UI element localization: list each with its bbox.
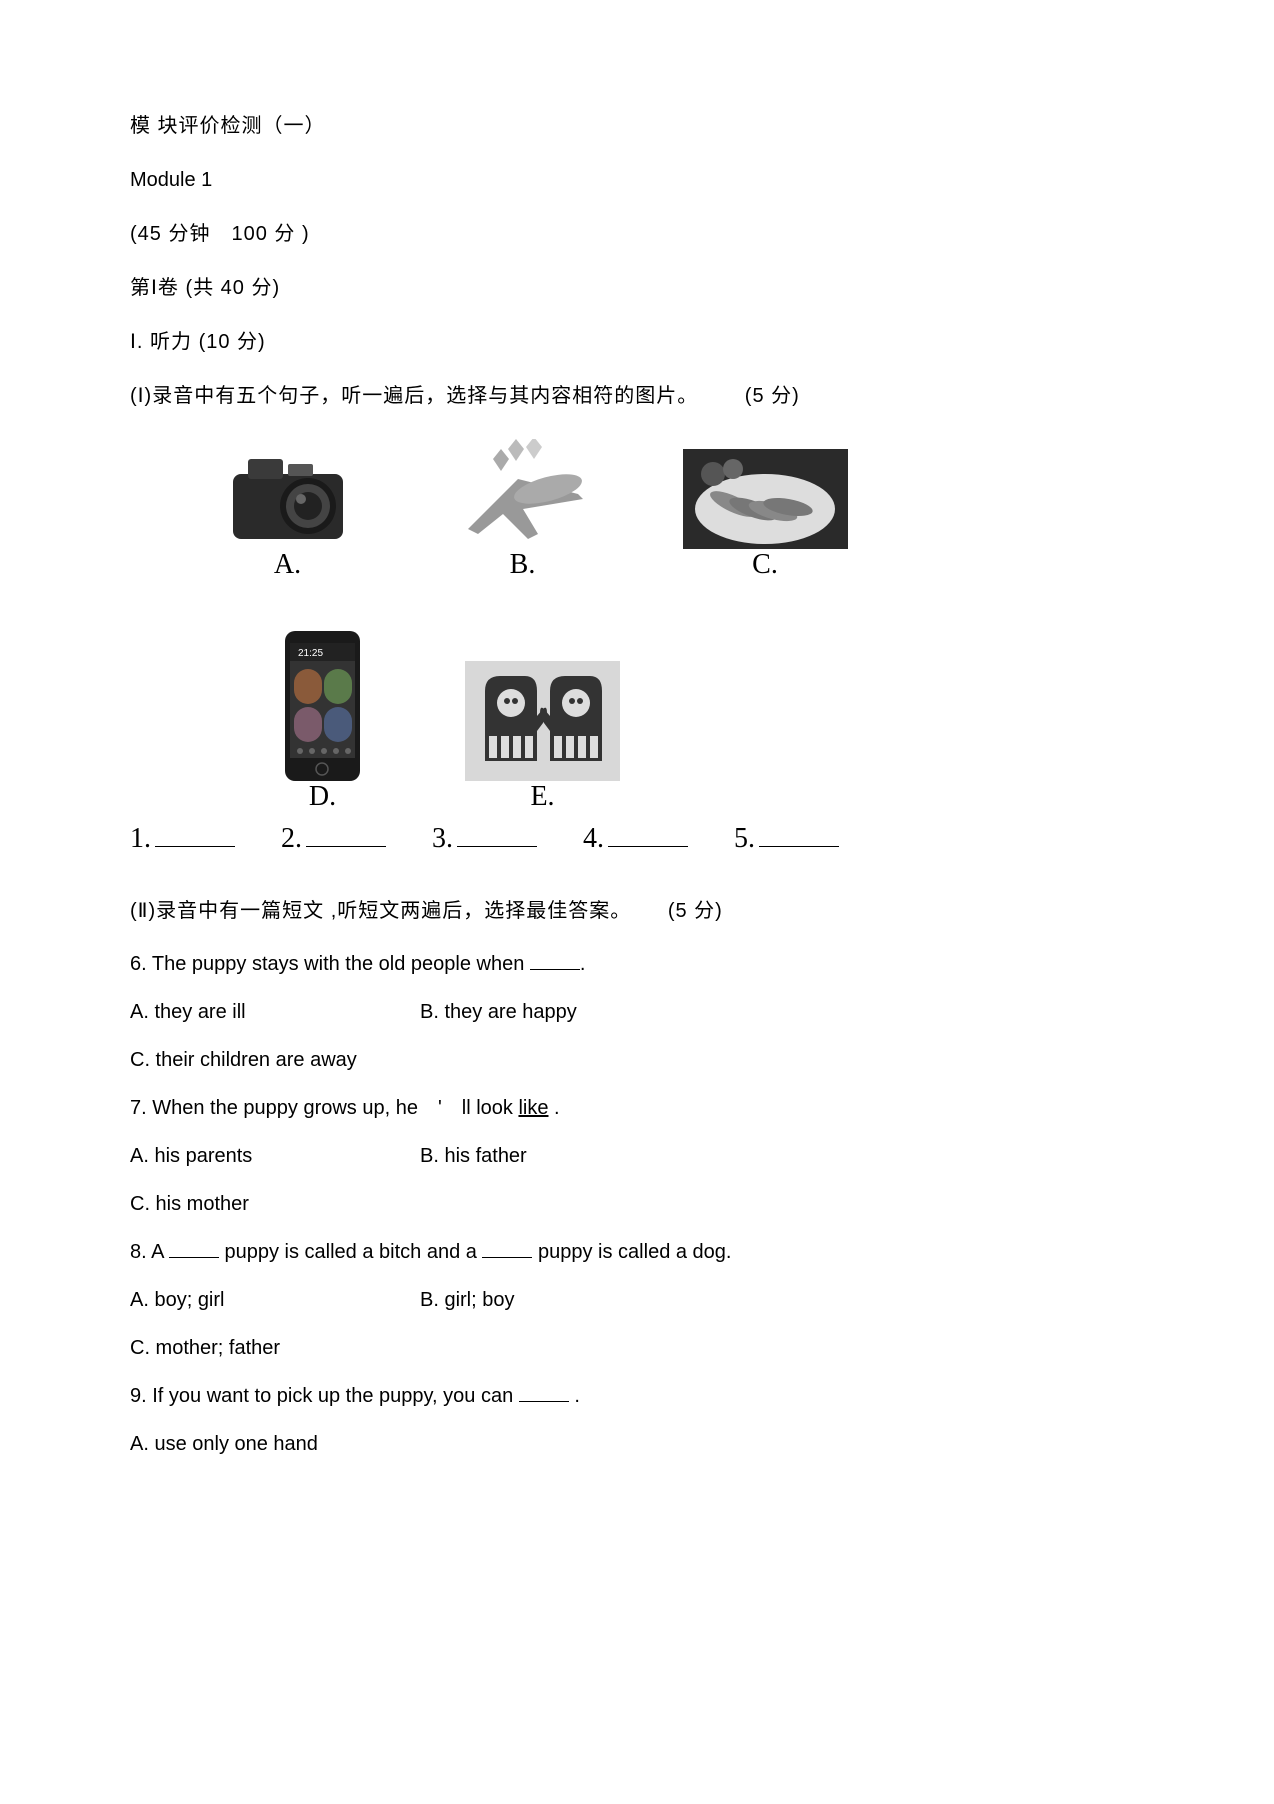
instruction-text: (Ⅰ)录音中有五个句子，听一遍后，选择与其内容相符的图片。 <box>130 385 698 407</box>
answer-2[interactable]: 2. <box>281 823 386 855</box>
airplane-icon <box>448 439 598 549</box>
image-label-d: D. <box>280 781 365 813</box>
q7-opt-a[interactable]: A. his parents <box>130 1141 420 1171</box>
page-content: 模 块评价检测（一） Module 1 (45 分钟 100 分 ) 第Ⅰ卷 (… <box>130 110 930 1459</box>
q8-blank-2[interactable] <box>482 1244 532 1258</box>
q9-stem: 9. If you want to pick up the puppy, you… <box>130 1381 930 1411</box>
answer-5[interactable]: 5. <box>734 823 839 855</box>
image-label-b: B. <box>448 549 598 581</box>
instruction-text-2: (Ⅱ)录音中有一篇短文 ,听短文两遍后，选择最佳答案。 <box>130 900 631 922</box>
q6-blank[interactable] <box>530 956 580 970</box>
q8-stem: 8. A puppy is called a bitch and a puppy… <box>130 1237 930 1267</box>
q8-opt-c[interactable]: C. mother; father <box>130 1333 930 1363</box>
q6-stem: 6. The puppy stays with the old people w… <box>130 949 930 979</box>
section-2-instruction: (Ⅱ)录音中有一篇短文 ,听短文两遍后，选择最佳答案。 (5 分) <box>130 895 930 927</box>
q6-opt-b[interactable]: B. they are happy <box>420 997 577 1027</box>
doc-title: 模 块评价检测（一） <box>130 110 930 142</box>
q8-options-row1: A. boy; girl B. girl; boy <box>130 1285 930 1315</box>
image-label-e: E. <box>465 781 620 813</box>
image-cell-b: B. <box>448 439 598 581</box>
answer-4[interactable]: 4. <box>583 823 688 855</box>
image-cell-e: E. <box>465 661 620 813</box>
image-cell-a: A. <box>213 434 363 581</box>
q7-stem: 7. When the puppy grows up, he ' ll look… <box>130 1093 930 1123</box>
svg-text:21:25: 21:25 <box>298 648 323 659</box>
q8-opt-b[interactable]: B. girl; boy <box>420 1285 514 1315</box>
listening-header: Ⅰ. 听力 (10 分) <box>130 326 930 358</box>
q9-opt-a[interactable]: A. use only one hand <box>130 1429 930 1459</box>
image-cell-d: 21:25 D. <box>280 631 365 813</box>
answer-blanks-row: 1. 2. 3. 4. 5. <box>130 823 930 855</box>
camera-icon <box>213 434 363 549</box>
points-text: (5 分) <box>745 385 800 407</box>
image-row-1: A. B. C. <box>130 434 930 581</box>
q6-options-row1: A. they are ill B. they are happy <box>130 997 930 1027</box>
q8-blank-1[interactable] <box>169 1244 219 1258</box>
q9-blank[interactable] <box>519 1388 569 1402</box>
part-1-header: 第Ⅰ卷 (共 40 分) <box>130 272 930 304</box>
q8-opt-a[interactable]: A. boy; girl <box>130 1285 420 1315</box>
q6-opt-a[interactable]: A. they are ill <box>130 997 420 1027</box>
image-label-a: A. <box>213 549 363 581</box>
q7-opt-c[interactable]: C. his mother <box>130 1189 930 1219</box>
q7-opt-b[interactable]: B. his father <box>420 1141 527 1171</box>
sausages-icon <box>683 449 848 549</box>
q7-options-row1: A. his parents B. his father <box>130 1141 930 1171</box>
image-row-2: 21:25 D. <box>130 631 930 813</box>
section-1-instruction: (Ⅰ)录音中有五个句子，听一遍后，选择与其内容相符的图片。 (5 分) <box>130 380 930 412</box>
image-cell-c: C. <box>683 449 848 581</box>
image-label-c: C. <box>683 549 848 581</box>
q6-opt-c[interactable]: C. their children are away <box>130 1045 930 1075</box>
points-text-2: (5 分) <box>668 900 723 922</box>
answer-1[interactable]: 1. <box>130 823 235 855</box>
answer-3[interactable]: 3. <box>432 823 537 855</box>
time-score: (45 分钟 100 分 ) <box>130 218 930 250</box>
smartphone-icon: 21:25 <box>280 631 365 781</box>
module-label: Module 1 <box>130 164 930 196</box>
gloves-icon <box>465 661 620 781</box>
